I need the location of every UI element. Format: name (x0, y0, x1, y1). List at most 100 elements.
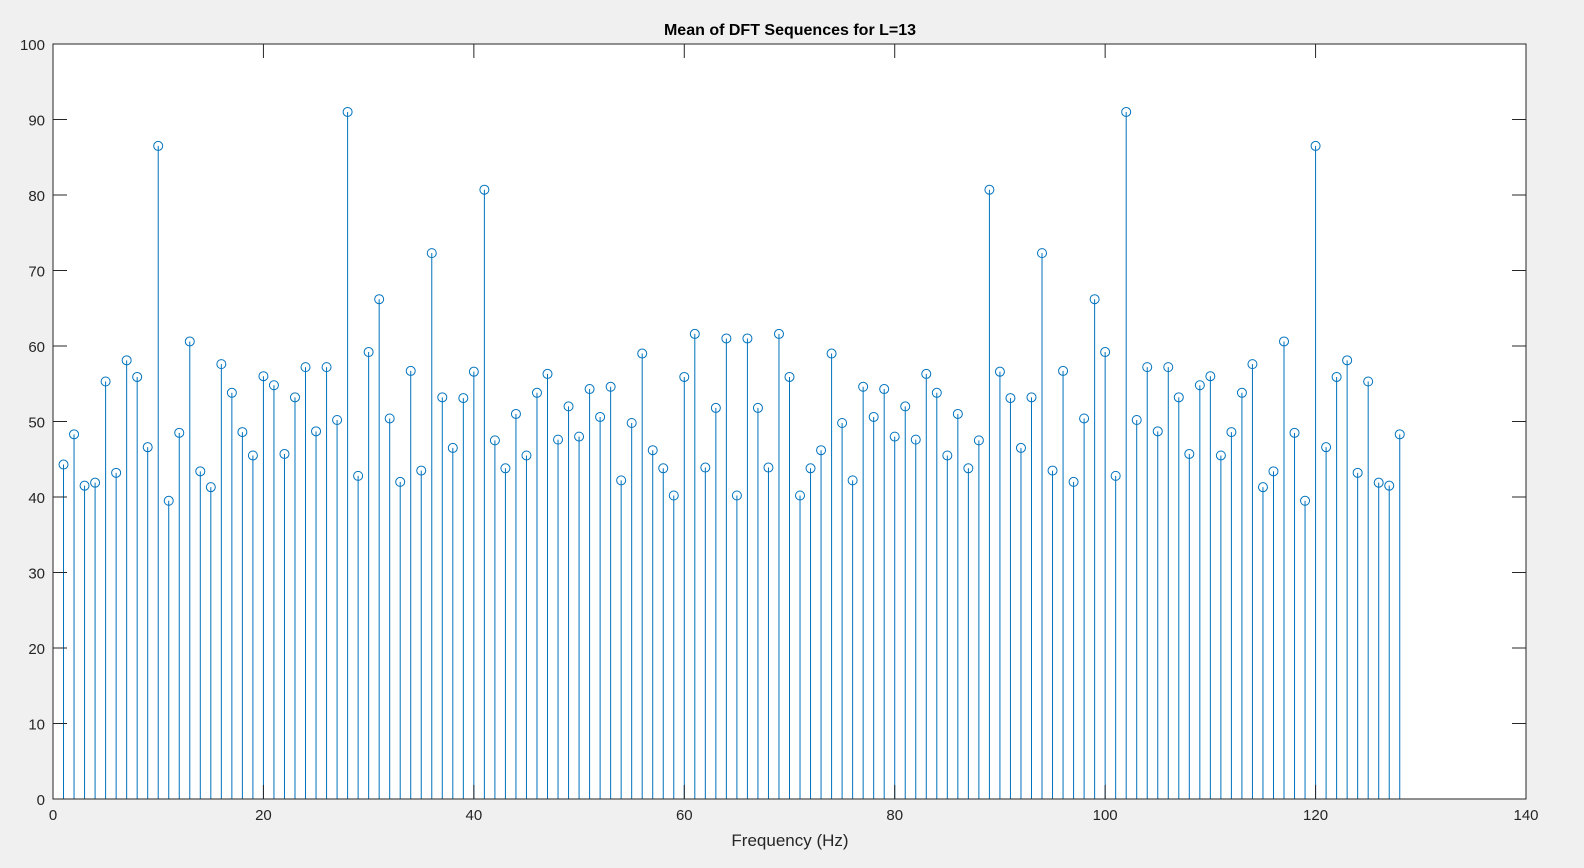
stem-marker (1110, 470, 1121, 481)
stem-marker (447, 442, 458, 453)
y-tick-label: 80 (28, 188, 45, 205)
chart-title: Mean of DFT Sequences for L=13 (664, 22, 916, 39)
stem-marker (879, 384, 890, 395)
stem-marker (247, 450, 258, 461)
stem-marker (900, 401, 911, 412)
stem-marker (1037, 248, 1048, 259)
stem-marker (353, 470, 364, 481)
y-tick-label: 70 (28, 264, 45, 281)
stem-marker (300, 362, 311, 373)
stem-marker (616, 475, 627, 486)
stem-marker (1373, 477, 1384, 488)
stem-marker (921, 368, 932, 379)
stem-marker (1194, 380, 1205, 391)
stem-marker (268, 380, 279, 391)
stem-marker (1226, 427, 1237, 438)
stem-marker (237, 427, 248, 438)
stem-marker (973, 435, 984, 446)
stem-marker (1152, 426, 1163, 437)
stem-marker (510, 408, 521, 419)
stem-marker (1268, 466, 1279, 477)
stem-marker (1173, 392, 1184, 403)
stem-marker (1121, 106, 1132, 117)
stem-marker (142, 442, 153, 453)
stem-marker (952, 408, 963, 419)
stem-marker (111, 467, 122, 478)
stem-marker (521, 450, 532, 461)
stem-marker (773, 328, 784, 339)
stem-marker (216, 359, 227, 370)
stem-marker (121, 355, 132, 366)
y-tick-label: 30 (28, 566, 45, 583)
stem-marker (816, 445, 827, 456)
stem-marker (1068, 476, 1079, 487)
stem-marker (1363, 376, 1374, 387)
stem-marker (58, 459, 69, 470)
stem-marker (710, 402, 721, 413)
stem-marker (994, 366, 1005, 377)
stem-marker (574, 431, 585, 442)
stem-marker (784, 371, 795, 382)
stem-marker (258, 371, 269, 382)
stem-marker (163, 495, 174, 506)
stem-marker (752, 402, 763, 413)
x-tick-label: 0 (49, 807, 57, 824)
stem-marker (668, 490, 679, 501)
stem-marker (279, 448, 290, 459)
stem-marker (332, 414, 343, 425)
stem-marker (100, 376, 111, 387)
y-tick-label: 10 (28, 717, 45, 734)
stem-marker (1047, 465, 1058, 476)
stem-marker (1236, 387, 1247, 398)
stem-marker (205, 482, 216, 493)
stem-marker (721, 333, 732, 344)
stem-marker (437, 392, 448, 403)
stem-marker (458, 393, 469, 404)
stem-marker (416, 465, 427, 476)
stem-marker (153, 140, 164, 151)
stem-marker (468, 366, 479, 377)
stem-marker (805, 463, 816, 474)
stem-marker (647, 445, 658, 456)
y-tick-label: 50 (28, 415, 45, 432)
stem-marker (395, 476, 406, 487)
stem-marker (963, 463, 974, 474)
ticks: 0 10 20 30 40 50 60 70 80 90 100 0 20 40 60 80 100 120 140 (20, 37, 1539, 824)
stem-marker (868, 411, 879, 422)
stem-marker (626, 418, 637, 429)
stem-marker (837, 418, 848, 429)
stem-marker (321, 362, 332, 373)
stem-marker (826, 348, 837, 359)
stem-marker (374, 294, 385, 305)
y-tick-label: 90 (28, 113, 45, 130)
stem-marker (1089, 294, 1100, 305)
stem-marker (79, 480, 90, 491)
stem-marker (595, 411, 606, 422)
stem-marker (542, 368, 553, 379)
stem-marker (605, 381, 616, 392)
x-tick-label: 20 (255, 807, 272, 824)
stem-marker (1026, 392, 1037, 403)
stem-marker (984, 184, 995, 195)
x-tick-label: 80 (886, 807, 903, 824)
x-axis-label: Frequency (Hz) (731, 831, 848, 850)
stem-marker (1184, 448, 1195, 459)
x-tick-label: 40 (466, 807, 483, 824)
stem-marker (1394, 429, 1405, 440)
x-tick-label: 120 (1303, 807, 1328, 824)
stem-marker (731, 490, 742, 501)
stem-series (58, 106, 1405, 799)
stem-marker (405, 365, 416, 376)
stem-marker (742, 333, 753, 344)
y-tick-label: 40 (28, 490, 45, 507)
stem-marker (689, 328, 700, 339)
x-tick-label: 140 (1513, 807, 1538, 824)
stem-marker (1205, 371, 1216, 382)
stem-marker (69, 429, 80, 440)
stem-marker (342, 106, 353, 117)
stem-marker (553, 434, 564, 445)
stem-marker (763, 462, 774, 473)
stem-marker (1215, 450, 1226, 461)
stem-marker (1058, 365, 1069, 376)
